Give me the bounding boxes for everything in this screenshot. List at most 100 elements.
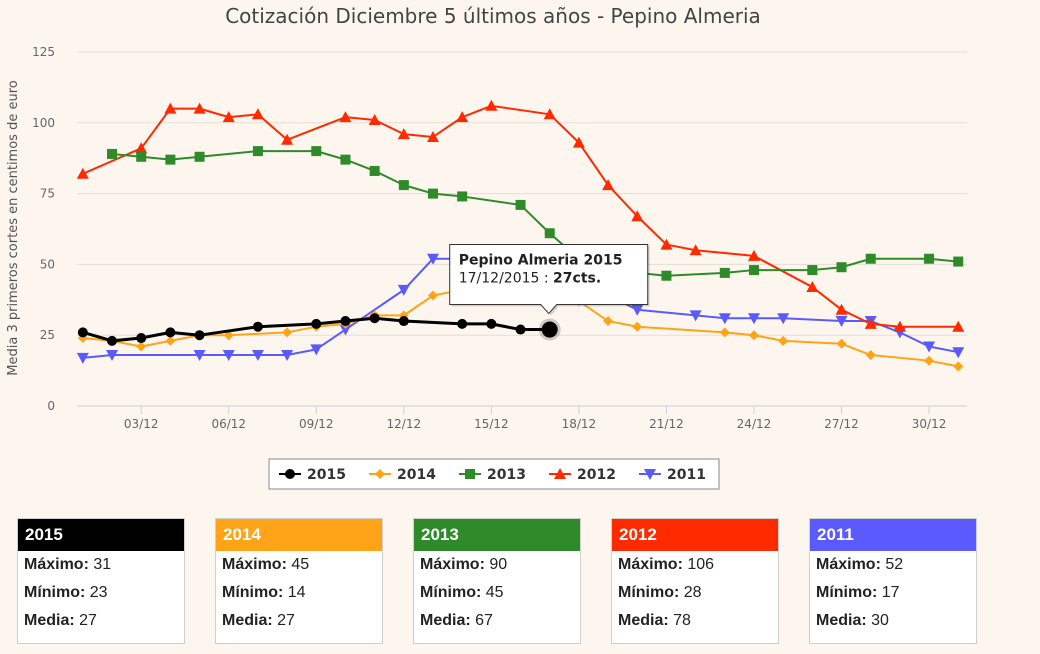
data-point-2012[interactable] <box>456 111 469 123</box>
data-point-2011[interactable] <box>106 350 119 362</box>
data-point-2011[interactable] <box>76 352 89 364</box>
data-point-2015[interactable] <box>136 333 147 344</box>
data-point-2011[interactable] <box>631 304 644 316</box>
data-point-2015[interactable] <box>252 321 263 332</box>
data-point-2013[interactable] <box>136 151 147 162</box>
data-point-2015[interactable] <box>457 318 468 329</box>
data-point-2013[interactable] <box>953 256 964 267</box>
data-point-2011[interactable] <box>427 253 439 265</box>
data-point-2015[interactable] <box>77 327 88 338</box>
data-point-2012[interactable] <box>397 128 410 140</box>
data-point-2014[interactable] <box>865 350 876 361</box>
data-point-2011[interactable] <box>835 316 848 328</box>
data-point-2015[interactable] <box>311 318 322 329</box>
data-point-2013[interactable] <box>252 146 263 157</box>
data-point-2014[interactable] <box>924 355 935 366</box>
data-point-2013[interactable] <box>194 151 205 162</box>
data-point-2011[interactable] <box>339 324 352 336</box>
data-point-2011[interactable] <box>777 313 790 325</box>
data-point-2013[interactable] <box>165 154 176 165</box>
legend-marker-2015[interactable] <box>285 469 295 479</box>
data-point-2014[interactable] <box>719 327 730 338</box>
data-point-2013[interactable] <box>836 262 847 273</box>
data-point-2013[interactable] <box>398 180 409 191</box>
data-point-2015[interactable] <box>515 324 526 335</box>
data-point-2012[interactable] <box>543 108 556 120</box>
data-point-2012[interactable] <box>76 167 89 179</box>
data-point-2014[interactable] <box>428 290 438 301</box>
data-point-2013[interactable] <box>369 165 380 176</box>
data-point-2012[interactable] <box>631 210 644 222</box>
data-point-2015[interactable] <box>340 316 351 327</box>
legend-item-2015[interactable]: 2015 <box>279 467 346 483</box>
legend-item-2012[interactable]: 2012 <box>549 467 616 483</box>
data-point-2012[interactable] <box>427 130 439 142</box>
data-point-2011[interactable] <box>718 313 731 325</box>
legend[interactable]: 2015 2014 2013 2012 2011 <box>268 458 720 490</box>
data-point-2011[interactable] <box>222 350 235 362</box>
data-point-2011[interactable] <box>310 344 323 356</box>
data-point-2012[interactable] <box>368 113 381 125</box>
legend-item-2011[interactable]: 2011 <box>639 467 706 483</box>
data-point-2013[interactable] <box>748 265 759 276</box>
data-point-2011[interactable] <box>251 350 264 362</box>
data-point-2014[interactable] <box>953 361 964 372</box>
data-point-2014[interactable] <box>282 327 293 338</box>
legend-marker-2013[interactable] <box>465 469 475 479</box>
data-point-2013[interactable] <box>865 253 876 264</box>
data-point-2012[interactable] <box>952 320 965 332</box>
data-point-2013[interactable] <box>807 265 818 276</box>
data-point-2012[interactable] <box>251 108 264 120</box>
data-point-2012[interactable] <box>164 102 177 114</box>
data-point-2011[interactable] <box>689 310 702 322</box>
data-point-2015[interactable] <box>165 327 176 338</box>
data-point-2015[interactable] <box>194 330 205 341</box>
data-point-2012[interactable] <box>222 111 235 123</box>
data-point-2014[interactable] <box>778 335 789 346</box>
data-point-2014[interactable] <box>136 341 147 352</box>
legend-item-2014[interactable]: 2014 <box>369 467 436 483</box>
data-point-2012[interactable] <box>864 317 877 329</box>
data-point-2012[interactable] <box>339 111 352 123</box>
data-point-2012[interactable] <box>572 136 585 148</box>
data-point-2014[interactable] <box>748 330 759 341</box>
legend-marker-2012[interactable] <box>554 468 566 479</box>
data-point-2011[interactable] <box>952 347 965 359</box>
data-point-2012[interactable] <box>893 320 906 332</box>
legend-marker-2011[interactable] <box>644 469 656 480</box>
data-point-2011[interactable] <box>193 350 206 362</box>
data-point-2012[interactable] <box>835 303 848 315</box>
data-point-2015[interactable] <box>107 335 118 346</box>
legend-item-2013[interactable]: 2013 <box>459 467 526 483</box>
data-point-2012[interactable] <box>281 133 294 145</box>
data-point-2012[interactable] <box>806 281 819 293</box>
data-point-2013[interactable] <box>719 267 730 278</box>
data-point-2013[interactable] <box>311 146 322 157</box>
data-point-2014[interactable] <box>836 338 847 349</box>
data-point-2015[interactable] <box>398 316 409 327</box>
data-point-2011[interactable] <box>923 341 936 353</box>
legend-marker-2014[interactable] <box>375 469 385 479</box>
data-point-2014[interactable] <box>603 316 614 327</box>
data-point-2013[interactable] <box>924 253 935 264</box>
data-point-2013[interactable] <box>428 188 438 199</box>
data-point-2012[interactable] <box>193 102 206 114</box>
data-point-2012[interactable] <box>485 99 498 111</box>
data-point-2012[interactable] <box>689 244 702 256</box>
data-point-2013[interactable] <box>107 148 118 159</box>
data-point-2015[interactable] <box>369 313 380 324</box>
data-point-2013[interactable] <box>544 228 555 239</box>
highlighted-point[interactable] <box>538 318 561 341</box>
data-point-2014[interactable] <box>632 321 643 332</box>
data-point-2012[interactable] <box>660 238 673 250</box>
data-point-2011[interactable] <box>397 284 410 296</box>
data-point-2012[interactable] <box>747 249 760 261</box>
data-point-2012[interactable] <box>135 142 148 154</box>
data-point-2011[interactable] <box>747 313 760 325</box>
data-point-2012[interactable] <box>602 179 615 191</box>
data-point-2014[interactable] <box>165 335 176 346</box>
data-point-2015[interactable] <box>486 318 497 329</box>
data-point-2013[interactable] <box>515 199 526 210</box>
data-point-2011[interactable] <box>281 350 294 362</box>
data-point-2013[interactable] <box>340 154 351 165</box>
